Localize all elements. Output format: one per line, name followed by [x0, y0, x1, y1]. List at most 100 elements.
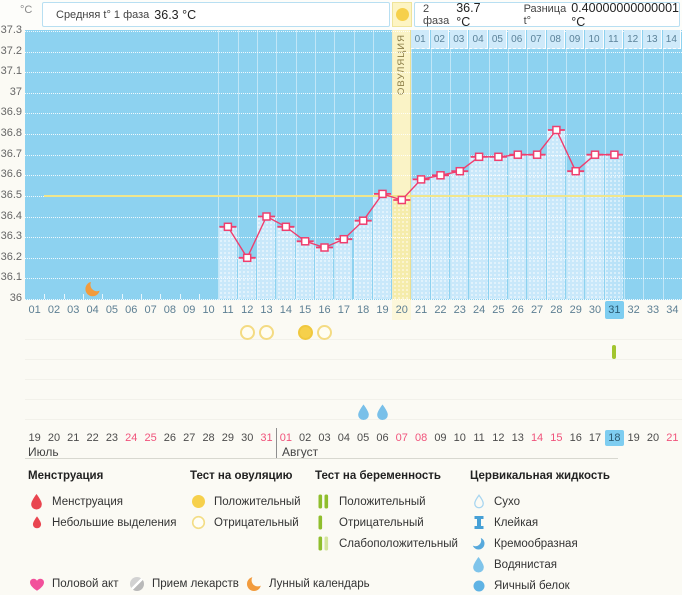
- cycle-day-22[interactable]: 22: [434, 304, 447, 316]
- cycle-day-29[interactable]: 29: [569, 304, 582, 316]
- bbt-point-day-28[interactable]: [552, 125, 561, 135]
- date-aug-16[interactable]: 16: [569, 432, 582, 444]
- date-aug-09[interactable]: 09: [434, 432, 447, 444]
- cycle-day-19[interactable]: 19: [376, 304, 389, 316]
- bbt-point-day-30[interactable]: [590, 150, 600, 159]
- bbt-point-day-11[interactable]: [223, 222, 233, 232]
- bbt-point-day-19[interactable]: [378, 189, 387, 199]
- cycle-day-14[interactable]: 14: [279, 304, 292, 316]
- date-aug-15[interactable]: 15: [550, 432, 563, 444]
- cycle-day-05[interactable]: 05: [105, 304, 119, 316]
- bbt-point-day-21[interactable]: [416, 175, 426, 184]
- bbt-point-day-16[interactable]: [320, 243, 329, 252]
- bbt-point-day-27[interactable]: [532, 150, 542, 159]
- date-jul-20[interactable]: 20: [47, 432, 61, 444]
- bbt-point-day-25[interactable]: [494, 152, 503, 162]
- date-jul-30[interactable]: 30: [241, 432, 254, 444]
- legend-group-cervical-fluid: Цервикальная жидкость Сухо Клейкая Кремо…: [470, 470, 610, 595]
- date-aug-14[interactable]: 14: [530, 432, 544, 444]
- lunar-calendar-icon[interactable]: [85, 281, 100, 297]
- cycle-day-08[interactable]: 08: [163, 304, 177, 316]
- date-aug-18[interactable]: 18: [604, 430, 625, 446]
- cervical-fluid-drop-day-19[interactable]: [376, 404, 389, 421]
- ovulation-test-day-16[interactable]: [317, 325, 332, 340]
- date-jul-23[interactable]: 23: [105, 432, 119, 444]
- bbt-point-day-13[interactable]: [262, 212, 271, 221]
- cycle-day-27[interactable]: 27: [530, 304, 544, 316]
- cycle-day-24[interactable]: 24: [472, 304, 486, 316]
- cycle-day-21[interactable]: 21: [415, 304, 428, 316]
- legend-group-ovulation-test: Тест на овуляцию Положительный Отрицател…: [190, 470, 301, 533]
- date-jul-26[interactable]: 26: [163, 432, 177, 444]
- cycle-day-32[interactable]: 32: [627, 304, 640, 316]
- bbt-point-day-24[interactable]: [474, 152, 484, 162]
- cycle-day-09[interactable]: 09: [183, 304, 196, 316]
- bbt-point-day-23[interactable]: [455, 166, 465, 176]
- date-aug-21[interactable]: 21: [666, 432, 679, 444]
- date-aug-07[interactable]: 07: [395, 432, 408, 444]
- cycle-day-01[interactable]: 01: [28, 304, 41, 316]
- ovulation-test-day-12[interactable]: [239, 325, 255, 340]
- cycle-day-30[interactable]: 30: [588, 304, 602, 316]
- cycle-day-26[interactable]: 26: [511, 304, 524, 316]
- date-aug-19[interactable]: 19: [627, 432, 640, 444]
- date-aug-04[interactable]: 04: [337, 432, 350, 444]
- cycle-day-20[interactable]: 20: [392, 300, 412, 320]
- date-aug-01[interactable]: 01: [279, 432, 292, 444]
- cycle-day-31[interactable]: 31: [604, 300, 625, 320]
- bbt-point-day-29[interactable]: [571, 166, 580, 176]
- cycle-day-03[interactable]: 03: [67, 304, 80, 316]
- date-aug-13[interactable]: 13: [511, 432, 524, 444]
- date-aug-10[interactable]: 10: [453, 432, 466, 444]
- date-jul-31[interactable]: 31: [260, 432, 273, 444]
- cycle-day-13[interactable]: 13: [260, 304, 273, 316]
- cycle-day-07[interactable]: 07: [144, 304, 157, 316]
- cycle-day-02[interactable]: 02: [47, 304, 61, 316]
- date-aug-11[interactable]: 11: [473, 432, 485, 444]
- cycle-day-25[interactable]: 25: [492, 304, 505, 316]
- cycle-day-18[interactable]: 18: [357, 304, 370, 316]
- ovulation-test-day-15[interactable]: [297, 325, 313, 340]
- cycle-day-10[interactable]: 10: [202, 304, 215, 316]
- cervical-fluid-drop-day-18[interactable]: [357, 404, 370, 421]
- bbt-point-day-20[interactable]: [397, 195, 407, 205]
- pregnancy-test-day-31[interactable]: [612, 345, 617, 359]
- date-jul-27[interactable]: 27: [183, 432, 196, 444]
- date-jul-24[interactable]: 24: [125, 432, 138, 444]
- bbt-point-day-17[interactable]: [339, 234, 349, 244]
- ovulation-test-day-13[interactable]: [259, 325, 275, 340]
- cycle-day-04[interactable]: 04: [86, 304, 99, 316]
- cycle-day-12[interactable]: 12: [241, 304, 254, 316]
- temperature-chart[interactable]: ОВУЛЯЦИЯ 01 02 03 04 05 06 07 08 09 10 11 12 13 14: [25, 30, 682, 300]
- date-aug-08[interactable]: 08: [415, 432, 428, 444]
- bbt-point-day-18[interactable]: [358, 216, 368, 225]
- cycle-day-15[interactable]: 15: [299, 304, 312, 316]
- cycle-day-28[interactable]: 28: [550, 304, 563, 316]
- cycle-day-06[interactable]: 06: [125, 304, 138, 316]
- cycle-day-17[interactable]: 17: [337, 304, 350, 316]
- date-aug-20[interactable]: 20: [646, 432, 660, 444]
- date-jul-19[interactable]: 19: [28, 432, 41, 444]
- date-jul-29[interactable]: 29: [221, 432, 235, 444]
- date-aug-05[interactable]: 05: [357, 432, 370, 444]
- bbt-point-day-22[interactable]: [436, 171, 445, 180]
- bbt-point-day-14[interactable]: [281, 222, 291, 232]
- date-jul-22[interactable]: 22: [86, 432, 99, 444]
- date-aug-17[interactable]: 17: [588, 432, 602, 444]
- date-aug-02[interactable]: 02: [299, 432, 312, 444]
- cycle-day-33[interactable]: 33: [646, 304, 660, 316]
- cycle-day-11[interactable]: 11: [222, 304, 234, 316]
- cycle-day-23[interactable]: 23: [453, 304, 466, 316]
- date-jul-25[interactable]: 25: [144, 432, 157, 444]
- date-aug-03[interactable]: 03: [318, 432, 331, 444]
- date-aug-12[interactable]: 12: [492, 432, 505, 444]
- bbt-point-day-12[interactable]: [242, 253, 252, 263]
- cycle-day-16[interactable]: 16: [318, 304, 331, 316]
- date-aug-06[interactable]: 06: [376, 432, 389, 444]
- bbt-point-day-15[interactable]: [300, 237, 310, 246]
- cycle-day-34[interactable]: 34: [666, 304, 679, 316]
- date-jul-21[interactable]: 21: [67, 432, 80, 444]
- date-jul-28[interactable]: 28: [202, 432, 215, 444]
- bbt-point-day-31[interactable]: [610, 150, 619, 159]
- bbt-point-day-26[interactable]: [513, 150, 523, 159]
